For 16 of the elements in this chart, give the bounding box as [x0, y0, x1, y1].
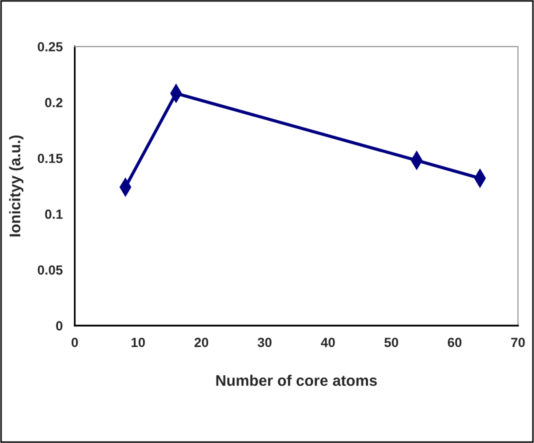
x-tick-label: 40: [320, 338, 335, 348]
y-tick-label: 0.05: [38, 265, 63, 275]
x-tick-label: 20: [194, 338, 208, 348]
x-tick-label: 30: [258, 338, 272, 348]
x-tick-label: 10: [132, 338, 145, 348]
y-axis-title: Ionicityy (a.u.): [9, 135, 24, 236]
y-tick-label: 0: [56, 321, 62, 331]
y-tick-label: 0.1: [45, 210, 63, 219]
x-axis-title: Number of core atoms: [216, 374, 377, 386]
y-tick-label: 0.15: [38, 154, 63, 164]
x-tick-label: 70: [511, 338, 525, 348]
x-tick-label: 0: [72, 338, 78, 348]
y-tick-label: 0.25: [38, 42, 63, 52]
x-tick-label: 60: [448, 338, 462, 348]
x-tick-label: 50: [384, 338, 398, 348]
y-tick-label: 0.2: [45, 98, 62, 108]
